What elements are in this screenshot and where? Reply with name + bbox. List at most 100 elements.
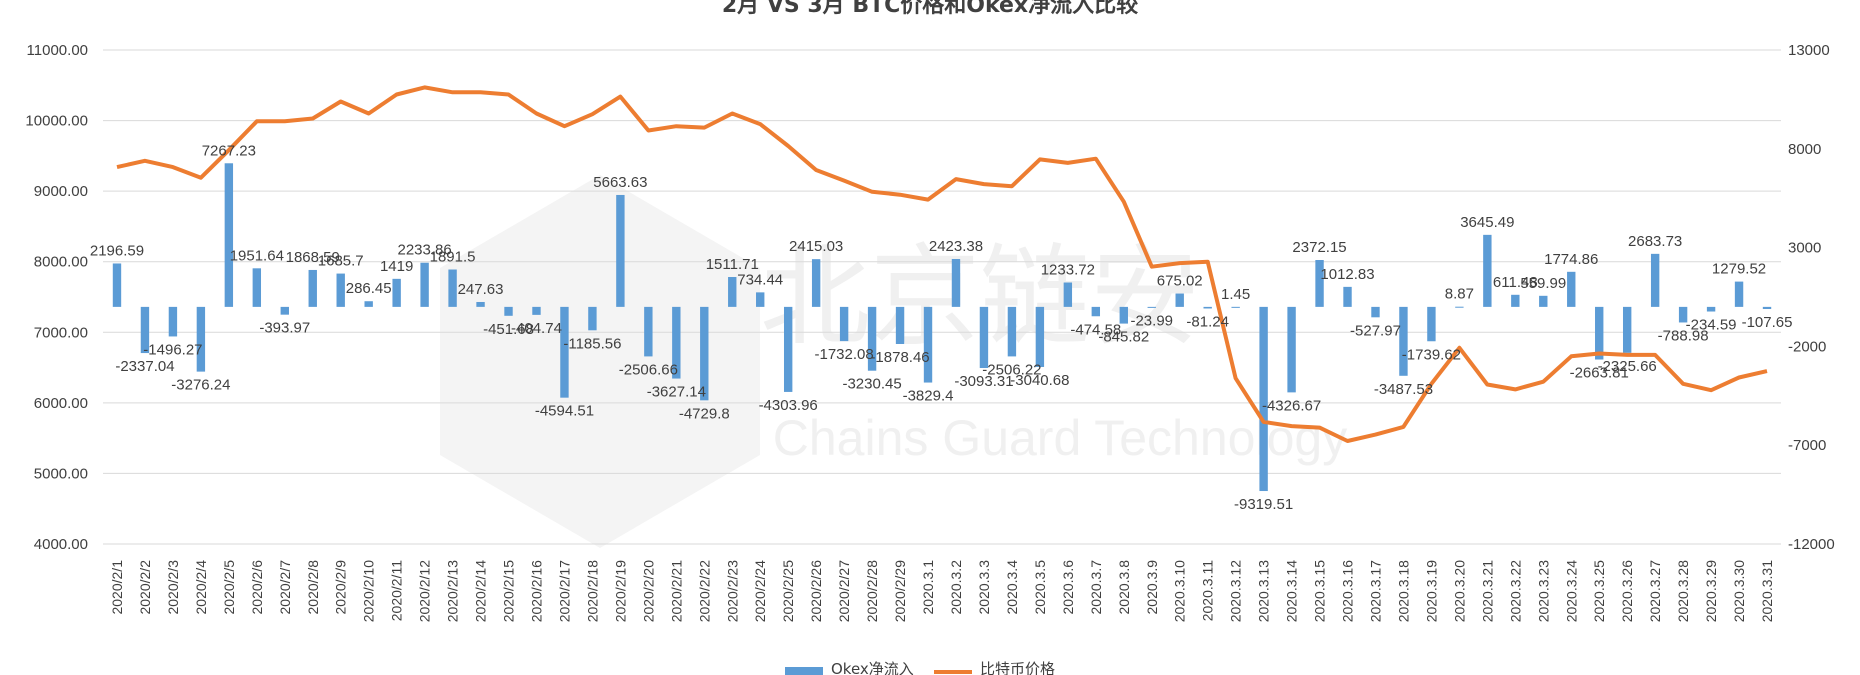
x-tick-label: 2020/2/17 — [556, 560, 572, 622]
x-tick-label: 2020/2/23 — [724, 560, 740, 622]
data-label: 247.63 — [458, 281, 504, 298]
watermark-en: Chains Guard Technology — [773, 410, 1347, 466]
data-label: -3627.14 — [647, 384, 706, 401]
x-tick-label: 2020/2/7 — [277, 560, 293, 615]
data-label: 1774.86 — [1544, 251, 1598, 268]
x-tick-label: 2020.3.22 — [1507, 560, 1523, 622]
x-tick-label: 2020/2/9 — [333, 560, 349, 615]
x-tick-label: 2020.3.26 — [1619, 560, 1635, 622]
data-label: 2372.15 — [1292, 239, 1346, 256]
data-label: -451.68 — [483, 321, 534, 338]
bar — [951, 258, 961, 307]
data-label: 2233.86 — [397, 242, 451, 259]
data-label: -3093.31 — [954, 373, 1013, 390]
data-label: -2325.66 — [1598, 358, 1657, 375]
x-tick-label: 2020.3.12 — [1228, 560, 1244, 622]
bar — [616, 194, 625, 307]
bar — [1147, 306, 1156, 308]
bar — [588, 306, 597, 331]
x-tick-label: 2020/2/12 — [417, 560, 433, 622]
x-tick-label: 2020/2/19 — [612, 560, 628, 622]
bar — [1259, 306, 1268, 492]
left-tick-label: 9000.00 — [34, 183, 88, 200]
x-tick-label: 2020/2/6 — [249, 560, 265, 615]
bar — [1595, 306, 1604, 360]
watermark-logo-icon — [440, 175, 760, 548]
x-tick-label: 2020.3.14 — [1284, 560, 1300, 622]
data-label: 734.44 — [737, 271, 783, 288]
chart-title: 2月 VS 3月 BTC价格和Okex净流入比较 — [722, 0, 1138, 18]
data-label: -4594.51 — [535, 403, 594, 420]
data-labels: 2196.59 -2337.04-1496.27 -3276.24 7267.23 19… — [90, 142, 1793, 513]
bar — [1287, 306, 1296, 393]
bar — [1035, 306, 1045, 367]
data-label: -1732.08 — [815, 346, 874, 363]
right-tick-label: -12000 — [1788, 536, 1835, 553]
data-label: 2683.73 — [1628, 233, 1682, 250]
data-label: 1868.59 — [286, 249, 340, 266]
x-tick-label: 2020.3.27 — [1647, 560, 1663, 622]
data-label: 7267.23 — [202, 142, 256, 159]
data-label: -845.82 — [1098, 329, 1149, 346]
bar — [1399, 306, 1408, 376]
x-tick-label: 2020.3.1 — [920, 560, 936, 615]
x-tick-label: 2020.3.20 — [1451, 560, 1467, 622]
right-tick-label: 8000 — [1788, 141, 1821, 158]
data-label: 559.99 — [1520, 275, 1566, 292]
x-tick-label: 2020.3.6 — [1060, 560, 1076, 615]
data-label: -3829.4 — [903, 388, 954, 405]
bar-series — [112, 163, 1772, 492]
data-label: -2337.04 — [115, 358, 174, 375]
data-label: 5663.63 — [593, 174, 647, 191]
bar — [756, 292, 765, 307]
bar — [1455, 306, 1464, 308]
bar — [1483, 234, 1492, 307]
data-label: -4729.8 — [679, 405, 730, 422]
data-label: -2506.22 — [982, 361, 1041, 378]
data-label: 611.48 — [1493, 274, 1538, 291]
left-tick-label: 4000.00 — [34, 536, 88, 553]
watermark: 北京链安 Chains Guard Technology — [440, 175, 1347, 548]
data-label: -527.97 — [1350, 322, 1401, 339]
x-tick-label: 2020/2/16 — [528, 560, 544, 622]
data-label: -2663.81 — [1570, 365, 1629, 382]
legend-swatch-bar — [785, 667, 823, 675]
data-label: 1012.83 — [1320, 266, 1374, 283]
bar — [196, 306, 206, 372]
bar — [1678, 306, 1688, 323]
data-label: -1739.62 — [1402, 346, 1461, 363]
x-tick-label: 2020.3.18 — [1395, 560, 1411, 622]
data-label: -3040.68 — [1010, 372, 1069, 389]
data-label: -474.58 — [1070, 321, 1121, 338]
bar — [811, 259, 821, 307]
data-label: 8.87 — [1445, 286, 1474, 303]
x-tick-label: 2020.3.29 — [1703, 560, 1719, 622]
bar — [560, 306, 569, 398]
bar — [923, 306, 933, 383]
bar — [1706, 306, 1716, 312]
bar — [1539, 295, 1548, 307]
data-label: -2506.66 — [619, 361, 678, 378]
x-tick-label: 2020/2/11 — [389, 560, 405, 621]
bar — [895, 306, 905, 344]
data-label: -4303.96 — [759, 397, 818, 414]
bar — [1203, 306, 1212, 309]
bar — [1007, 306, 1017, 357]
data-label: -404.74 — [511, 320, 562, 337]
bar — [392, 278, 401, 307]
x-tick-label: 2020.3.15 — [1312, 560, 1328, 622]
right-tick-label: 13000 — [1788, 42, 1830, 59]
data-label: 3645.49 — [1460, 214, 1514, 231]
x-tick-label: 2020/2/15 — [501, 560, 517, 622]
x-tick-label: 2020/2/20 — [640, 560, 656, 622]
x-tick-label: 2020.3.25 — [1591, 560, 1607, 622]
x-tick-label: 2020/2/22 — [696, 560, 712, 622]
legend-label-bar: Okex净流入 — [831, 660, 914, 675]
bar — [1762, 306, 1772, 310]
x-tick-label: 2020/2/2 — [137, 560, 153, 615]
data-label: 1279.52 — [1712, 261, 1766, 278]
x-tick-label: 2020/2/29 — [892, 560, 908, 622]
bar — [140, 306, 150, 354]
x-tick-label: 2020/2/25 — [780, 560, 796, 622]
data-label: -9319.51 — [1234, 496, 1293, 513]
